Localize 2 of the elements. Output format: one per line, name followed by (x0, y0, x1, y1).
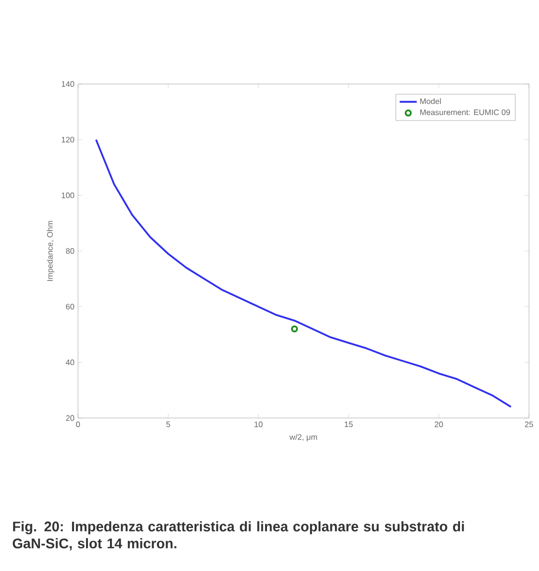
line-series (95, 138, 512, 408)
caption: Fig. 20: Impedenza caratteristica di linea coplanare su substrato di GaN-SiC, slot 14 micron. (12, 521, 464, 550)
